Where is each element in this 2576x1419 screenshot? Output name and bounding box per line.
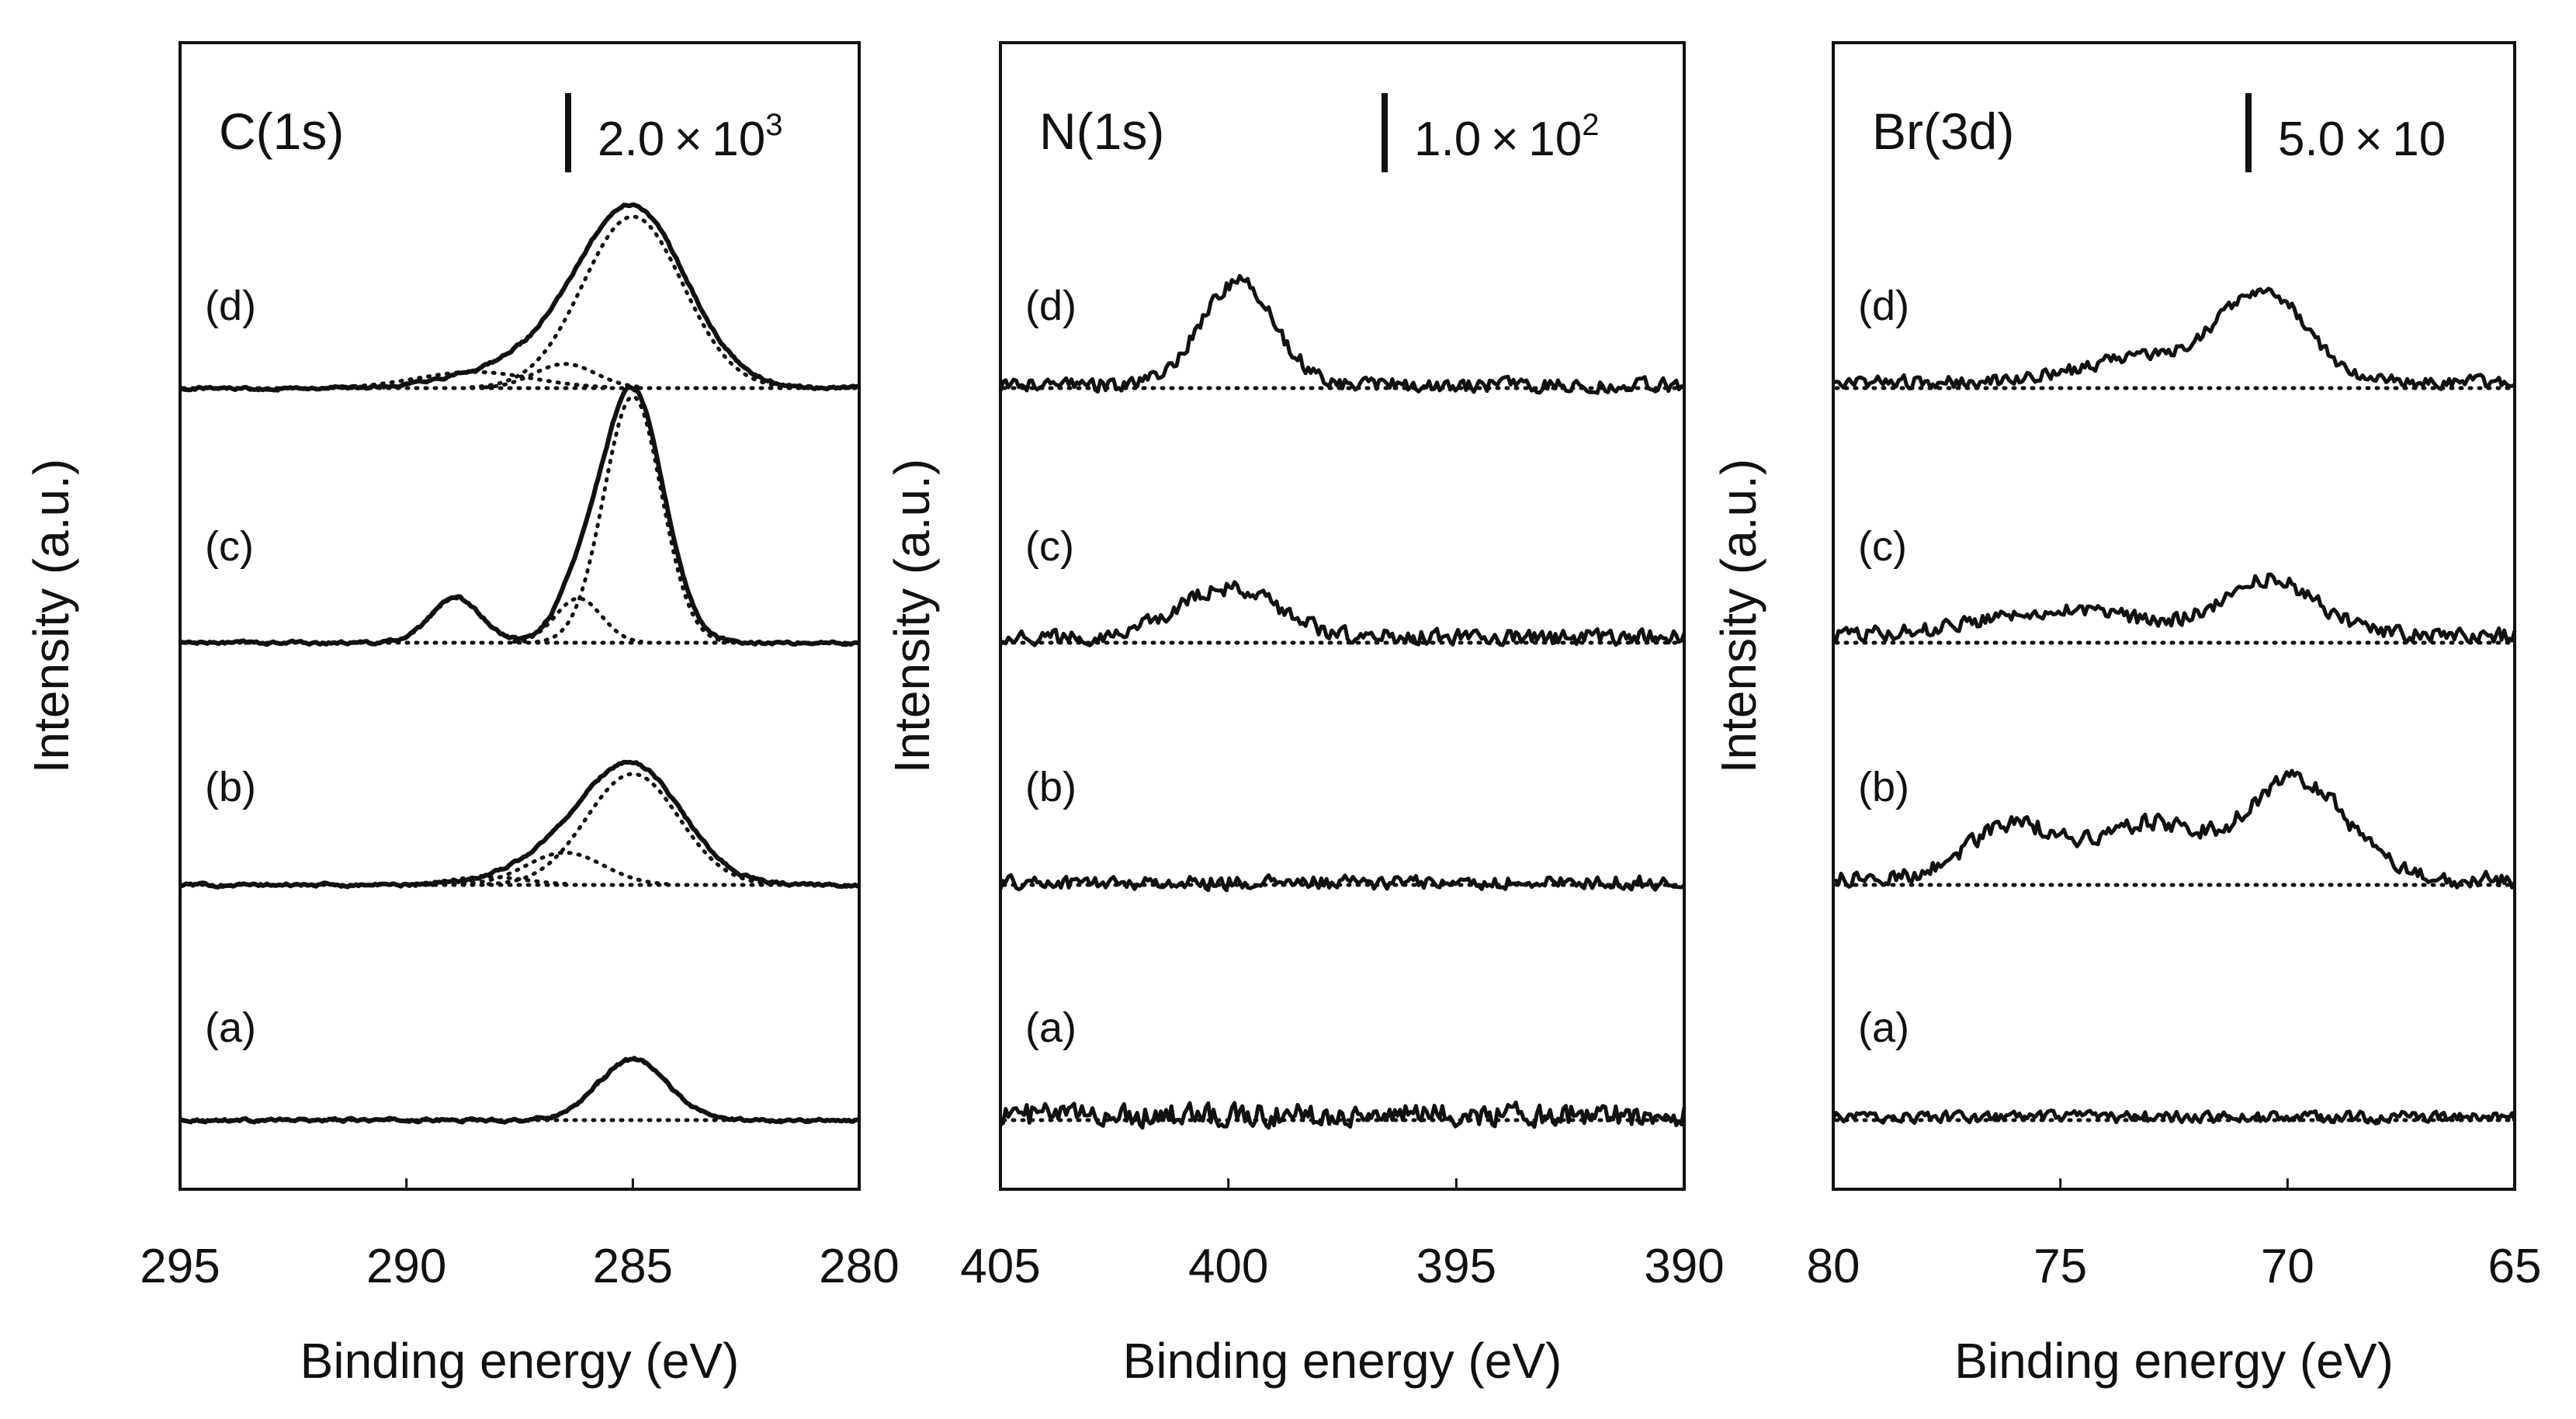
- series-label: (d): [1858, 283, 1909, 329]
- y-axis-label: Intensity (a.u.): [884, 459, 940, 774]
- series-label: (c): [1025, 523, 1074, 570]
- chart-panel-3: 80 75 70 65 Binding energy (eV) Intensity (a.…: [1711, 41, 2542, 1389]
- chart-title: C(1s): [219, 102, 344, 160]
- chart-title: N(1s): [1039, 102, 1164, 160]
- y-axis-label: Intensity (a.u.): [23, 459, 79, 774]
- fit-component-curve: [486, 772, 779, 886]
- series-label: (c): [205, 523, 254, 570]
- x-tick-label: 295: [140, 1240, 220, 1293]
- spectrum-line: [1832, 768, 2517, 890]
- x-axis-label: Binding energy (eV): [1123, 1333, 1562, 1389]
- fit-component-curve: [484, 362, 647, 390]
- x-axis-label: Binding energy (eV): [300, 1333, 740, 1389]
- x-tick-label: 65: [2488, 1240, 2542, 1293]
- series-label: (c): [1858, 523, 1907, 570]
- plot-frame: [179, 41, 861, 1191]
- spectrum-line: [179, 759, 860, 890]
- spectrum-line: [179, 1056, 860, 1125]
- series-label: (a): [1858, 1004, 1909, 1051]
- spectrum-line: [1831, 572, 2517, 645]
- series-label: (a): [1025, 1004, 1077, 1051]
- x-tick-label: 75: [2033, 1240, 2087, 1293]
- series-label: (b): [1858, 764, 1909, 810]
- series-label: (b): [1025, 764, 1077, 810]
- x-tick-label: 70: [2261, 1240, 2314, 1293]
- series-label: (b): [205, 764, 256, 810]
- spectrum-line: [999, 580, 1687, 647]
- chart-panel-2: 405 400 395 390 Binding energy (eV) Intensity…: [884, 41, 1725, 1389]
- x-tick-label: 285: [593, 1240, 673, 1293]
- chart-panel-1: 295 290 285 280 Binding energy (eV) Intensity…: [23, 41, 900, 1389]
- y-axis-label: Intensity (a.u.): [1711, 459, 1766, 774]
- scale-bar-label: 2.0 × 103: [598, 108, 782, 166]
- scale-bar-label: 1.0 × 102: [1414, 108, 1599, 166]
- spectrum-line: [998, 873, 1686, 893]
- plot-frame: [1832, 41, 2516, 1191]
- plot-frame: [999, 41, 1686, 1191]
- spectrum-line: [998, 273, 1686, 395]
- series-label: (d): [1025, 283, 1077, 329]
- spectrum-line: [999, 1100, 1687, 1130]
- fit-component-curve: [534, 394, 731, 644]
- spectrum-line: [179, 384, 861, 647]
- series-label: (d): [205, 283, 256, 329]
- x-tick-label: 400: [1188, 1240, 1268, 1293]
- spectrum-line: [1831, 1108, 2517, 1126]
- fit-component-curve: [461, 850, 669, 886]
- fit-component-curve: [470, 214, 796, 390]
- x-tick-label: 390: [1644, 1240, 1724, 1293]
- x-tick-label: 280: [819, 1240, 899, 1293]
- scale-bar-label: 5.0 × 10: [2278, 113, 2446, 166]
- x-tick-label: 395: [1416, 1240, 1496, 1293]
- x-axis-label: Binding energy (eV): [1954, 1333, 2394, 1389]
- spectrum-line: [179, 202, 860, 393]
- chart-title: Br(3d): [1872, 102, 2014, 160]
- x-tick-label: 290: [366, 1240, 446, 1293]
- x-tick-label: 80: [1807, 1240, 1860, 1293]
- x-tick-label: 405: [960, 1240, 1040, 1293]
- series-label: (a): [205, 1004, 256, 1051]
- spectrum-line: [1832, 286, 2515, 391]
